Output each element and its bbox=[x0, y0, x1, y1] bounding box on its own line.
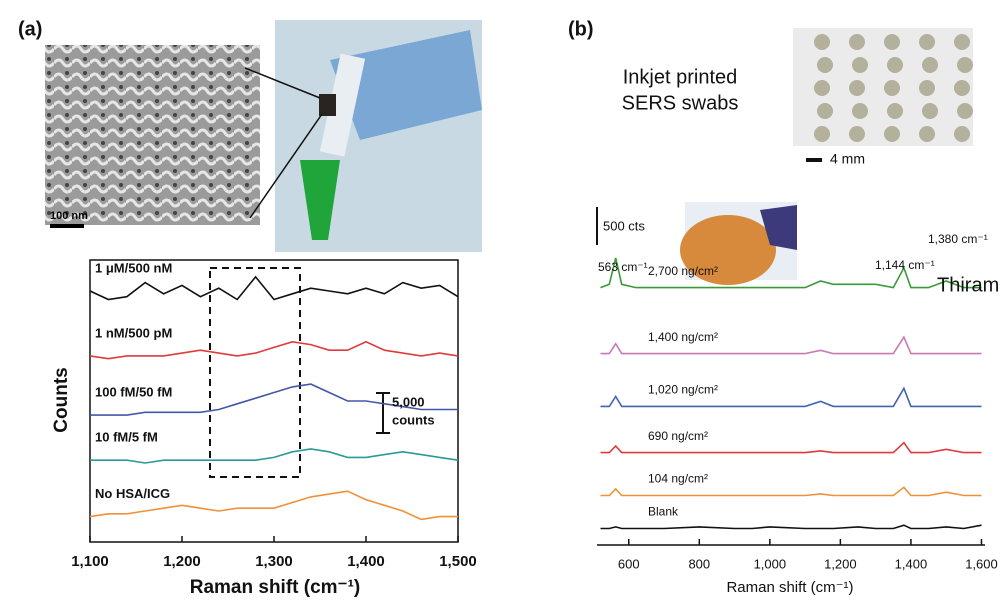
swab-dot bbox=[817, 57, 833, 73]
series-label: 100 fM/50 fM bbox=[95, 385, 172, 400]
series-label: 1 nM/500 pM bbox=[95, 325, 172, 340]
annotation: 1,380 cm⁻¹ bbox=[928, 232, 988, 246]
swab-dot bbox=[919, 80, 935, 96]
swab-dot bbox=[919, 34, 935, 50]
swab-dot bbox=[954, 34, 970, 50]
annotation: counts bbox=[392, 412, 435, 427]
swab-dot bbox=[814, 126, 830, 142]
y-axis-label: Counts bbox=[51, 367, 72, 432]
annotation: 100 nm bbox=[50, 210, 88, 222]
swab-dot bbox=[954, 126, 970, 142]
x-axis-label: Raman shift (cm⁻¹) bbox=[726, 579, 853, 596]
swab-dot bbox=[817, 103, 833, 119]
series-label: 104 ng/cm² bbox=[648, 472, 708, 486]
swab-dot bbox=[852, 57, 868, 73]
sem-image bbox=[45, 45, 260, 226]
swab-dot bbox=[849, 80, 865, 96]
x-tick-label: 1,000 bbox=[754, 556, 787, 571]
x-tick-label: 1,100 bbox=[71, 553, 109, 570]
x-tick-label: 1,400 bbox=[347, 553, 385, 570]
annotation: Thiram bbox=[937, 274, 999, 296]
swab-dot bbox=[814, 80, 830, 96]
annotation: SERS swabs bbox=[622, 92, 739, 114]
series-label: 690 ng/cm² bbox=[648, 429, 708, 443]
series-label: 10 fM/5 fM bbox=[95, 430, 158, 445]
swab-dot bbox=[922, 57, 938, 73]
swab-dot bbox=[884, 34, 900, 50]
x-tick-label: 1,400 bbox=[895, 556, 928, 571]
panel-label: (b) bbox=[568, 18, 594, 40]
annotation: 563 cm⁻¹ bbox=[598, 260, 648, 274]
swab-dot bbox=[887, 103, 903, 119]
x-axis-label: Raman shift (cm⁻¹) bbox=[190, 577, 361, 598]
annotation: Inkjet printed bbox=[623, 66, 738, 88]
series-label: No HSA/ICG bbox=[95, 486, 170, 501]
figure: (a) 1,100 1,200 1,300 1,400 1,500 Raman shift … bbox=[0, 0, 1008, 600]
spectrum-line bbox=[90, 277, 458, 300]
swab-dot bbox=[884, 80, 900, 96]
annotation: 1,144 cm⁻¹ bbox=[875, 258, 935, 272]
x-tick-label: 1,200 bbox=[824, 556, 857, 571]
annotation: 4 mm bbox=[830, 151, 865, 167]
swab-dot bbox=[887, 57, 903, 73]
x-tick-label: 800 bbox=[688, 556, 710, 571]
series-label: 1 μM/500 nM bbox=[95, 260, 172, 275]
swab-dot bbox=[919, 126, 935, 142]
x-tick-label: 600 bbox=[618, 556, 640, 571]
swab-dot bbox=[814, 34, 830, 50]
swab-dot bbox=[922, 103, 938, 119]
spectrum-line bbox=[601, 487, 982, 495]
spectrum-line bbox=[90, 449, 458, 463]
panel-label: (a) bbox=[18, 18, 42, 40]
annotation: 5,000 bbox=[392, 394, 425, 409]
spectrum-line bbox=[601, 443, 982, 453]
spectrum-line bbox=[90, 342, 458, 359]
x-tick-label: 1,300 bbox=[255, 553, 293, 570]
spectrum-line bbox=[601, 525, 982, 528]
swab-dot bbox=[954, 80, 970, 96]
x-tick-label: 1,200 bbox=[163, 553, 201, 570]
x-tick-label: 1,600 bbox=[965, 556, 998, 571]
swab-dot bbox=[849, 126, 865, 142]
swab-dot bbox=[852, 103, 868, 119]
swab-dot bbox=[957, 57, 973, 73]
series-label: 1,020 ng/cm² bbox=[648, 383, 718, 397]
annotation: 500 cts bbox=[603, 218, 645, 233]
swab-dot bbox=[884, 126, 900, 142]
series-label: 2,700 ng/cm² bbox=[648, 264, 718, 278]
highlight-box bbox=[210, 268, 300, 477]
swab-dot bbox=[849, 34, 865, 50]
series-label: Blank bbox=[648, 505, 679, 519]
swab-dot bbox=[957, 103, 973, 119]
x-tick-label: 1,500 bbox=[439, 553, 477, 570]
series-label: 1,400 ng/cm² bbox=[648, 330, 718, 344]
